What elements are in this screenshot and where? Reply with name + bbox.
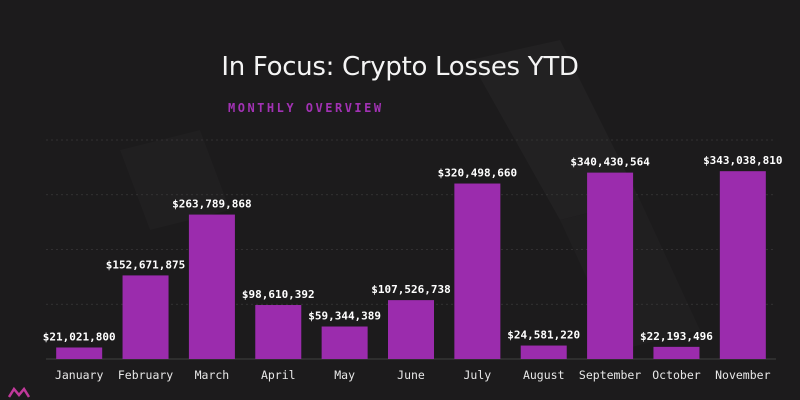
page-title: In Focus: Crypto Losses YTD xyxy=(221,52,579,82)
data-label: $152,671,875 xyxy=(106,258,185,271)
data-label: $107,526,738 xyxy=(371,283,450,296)
data-label: $343,038,810 xyxy=(703,154,782,167)
bar-august xyxy=(520,345,567,359)
bar-january xyxy=(56,347,103,359)
bar-july xyxy=(454,183,501,359)
data-label: $98,610,392 xyxy=(242,288,315,301)
bar-november xyxy=(719,171,766,359)
bar-may xyxy=(321,326,368,359)
data-label: $22,193,496 xyxy=(640,330,713,343)
x-tick-label: July xyxy=(464,368,492,382)
data-label: $263,789,868 xyxy=(172,198,251,211)
bar-october xyxy=(653,346,700,359)
x-tick-label: October xyxy=(652,368,701,382)
data-label: $320,498,660 xyxy=(438,167,517,180)
x-tick-label: November xyxy=(715,368,770,382)
bar-june xyxy=(388,300,434,359)
x-tick-label: February xyxy=(118,368,173,382)
bar-april xyxy=(255,305,302,359)
x-tick-label: March xyxy=(195,368,230,382)
data-label: $24,581,220 xyxy=(507,329,580,342)
data-label: $59,344,389 xyxy=(308,310,381,323)
bar-september xyxy=(587,172,634,359)
data-label: $340,430,564 xyxy=(570,156,650,169)
bar-march xyxy=(188,214,235,359)
data-label: $21,021,800 xyxy=(43,330,116,343)
x-tick-label: January xyxy=(55,368,104,382)
x-tick-label: August xyxy=(523,368,565,382)
x-tick-label: September xyxy=(579,368,641,382)
x-tick-label: June xyxy=(397,368,425,382)
x-tick-label: May xyxy=(334,368,355,382)
chevron-logo-icon xyxy=(8,386,30,398)
bar-february xyxy=(122,275,169,359)
x-tick-label: April xyxy=(261,368,296,382)
page-subtitle: MONTHLY OVERVIEW xyxy=(228,101,384,115)
